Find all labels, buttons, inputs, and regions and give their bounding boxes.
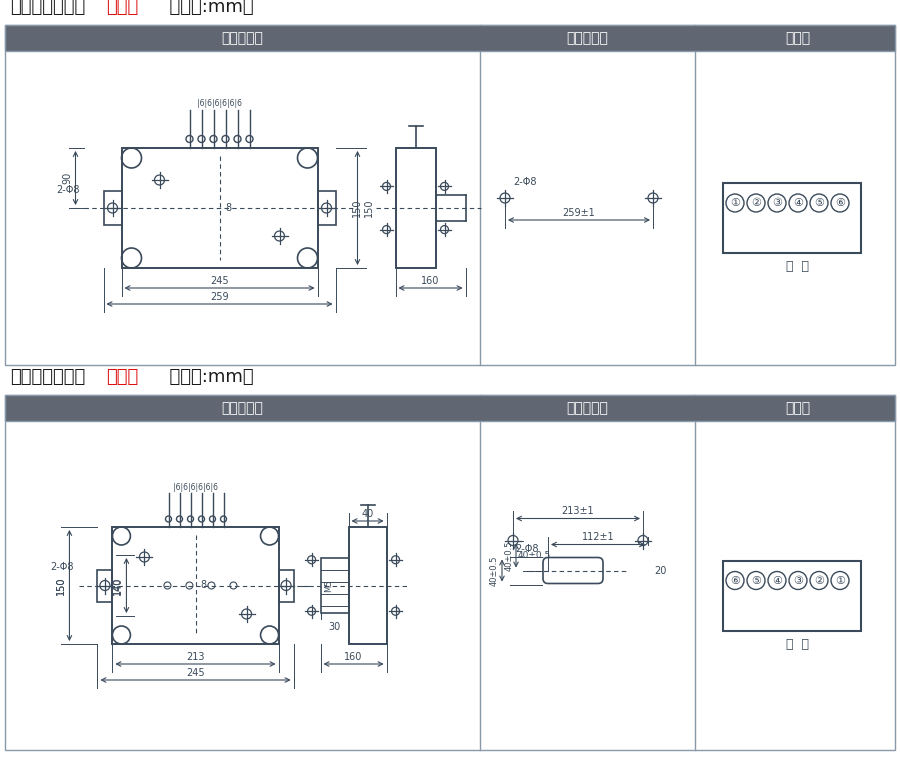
Text: 单相过流凸出式: 单相过流凸出式: [10, 0, 86, 16]
Text: 112±1: 112±1: [581, 533, 615, 543]
Bar: [279, 569, 293, 601]
Bar: [5, 395, 895, 750]
Bar: [723, 561, 861, 631]
Text: 后接线: 后接线: [106, 368, 139, 386]
Text: 259: 259: [211, 292, 229, 302]
Text: ④: ④: [793, 198, 803, 208]
Text: 安装开孔图: 安装开孔图: [567, 31, 608, 45]
Text: 2-Φ8: 2-Φ8: [50, 562, 74, 572]
Bar: [122, 148, 318, 268]
Text: 245: 245: [211, 276, 229, 286]
Text: 前  视: 前 视: [786, 261, 809, 274]
Text: ②: ②: [814, 575, 824, 585]
Text: 150: 150: [364, 199, 374, 217]
Text: ③: ③: [793, 575, 803, 585]
Text: ①: ①: [730, 198, 740, 208]
Text: 2-Φ8: 2-Φ8: [56, 185, 79, 195]
Text: 30: 30: [328, 622, 341, 632]
Text: 40±0.5: 40±0.5: [505, 540, 514, 571]
Text: M5: M5: [325, 579, 334, 592]
Text: 140: 140: [112, 576, 122, 594]
Text: ⑤: ⑤: [751, 575, 761, 585]
Bar: [723, 183, 861, 253]
Text: 端子图: 端子图: [785, 401, 810, 415]
Text: 213: 213: [186, 652, 205, 662]
Text: 245: 245: [186, 668, 205, 678]
Text: 90: 90: [62, 172, 73, 184]
Text: ⑥: ⑥: [730, 575, 740, 585]
Bar: [320, 558, 348, 613]
Text: 外形尺寸图: 外形尺寸图: [221, 31, 264, 45]
Bar: [348, 527, 387, 644]
Text: 20: 20: [654, 565, 666, 575]
Text: （单位:mm）: （单位:mm）: [158, 0, 254, 16]
Bar: [5, 25, 895, 51]
Text: 单相过流凸出式: 单相过流凸出式: [10, 368, 86, 386]
Text: 259±1: 259±1: [562, 208, 596, 218]
Text: 160: 160: [421, 276, 440, 286]
Text: 160: 160: [345, 652, 363, 662]
Bar: [5, 395, 895, 421]
Bar: [5, 25, 895, 51]
Text: |6|6|6|6|6|6: |6|6|6|6|6|6: [173, 483, 218, 492]
Text: ④: ④: [772, 575, 782, 585]
Bar: [395, 148, 436, 268]
Bar: [5, 25, 895, 365]
Text: ⑥: ⑥: [835, 198, 845, 208]
Text: 外形尺寸图: 外形尺寸图: [221, 401, 264, 415]
Text: 8: 8: [226, 203, 231, 213]
Text: 端子图: 端子图: [785, 31, 810, 45]
Text: 2-Φ8: 2-Φ8: [515, 544, 538, 555]
Text: ⑤: ⑤: [814, 198, 824, 208]
Bar: [97, 569, 112, 601]
Text: 150: 150: [352, 199, 362, 217]
Bar: [5, 395, 895, 421]
Text: （单位:mm）: （单位:mm）: [158, 368, 254, 386]
Text: |6|6|6|6|6|6: |6|6|6|6|6|6: [197, 100, 242, 109]
Text: ②: ②: [751, 198, 761, 208]
Text: 150: 150: [57, 576, 67, 595]
Text: 前接线: 前接线: [106, 0, 139, 16]
Text: 2-Φ8: 2-Φ8: [513, 177, 536, 187]
Text: 背  视: 背 视: [786, 638, 809, 651]
Text: 213±1: 213±1: [562, 506, 594, 517]
Text: 8: 8: [201, 581, 207, 591]
Text: 40±0.5: 40±0.5: [490, 556, 499, 586]
Text: ③: ③: [772, 198, 782, 208]
Bar: [318, 191, 336, 225]
Text: ①: ①: [835, 575, 845, 585]
Text: 40: 40: [362, 509, 374, 519]
Bar: [104, 191, 122, 225]
Text: 140: 140: [113, 576, 123, 594]
Bar: [112, 527, 279, 644]
Text: 40±0.5: 40±0.5: [518, 551, 551, 560]
Text: 安装开孔图: 安装开孔图: [567, 401, 608, 415]
Text: 150: 150: [57, 576, 67, 595]
